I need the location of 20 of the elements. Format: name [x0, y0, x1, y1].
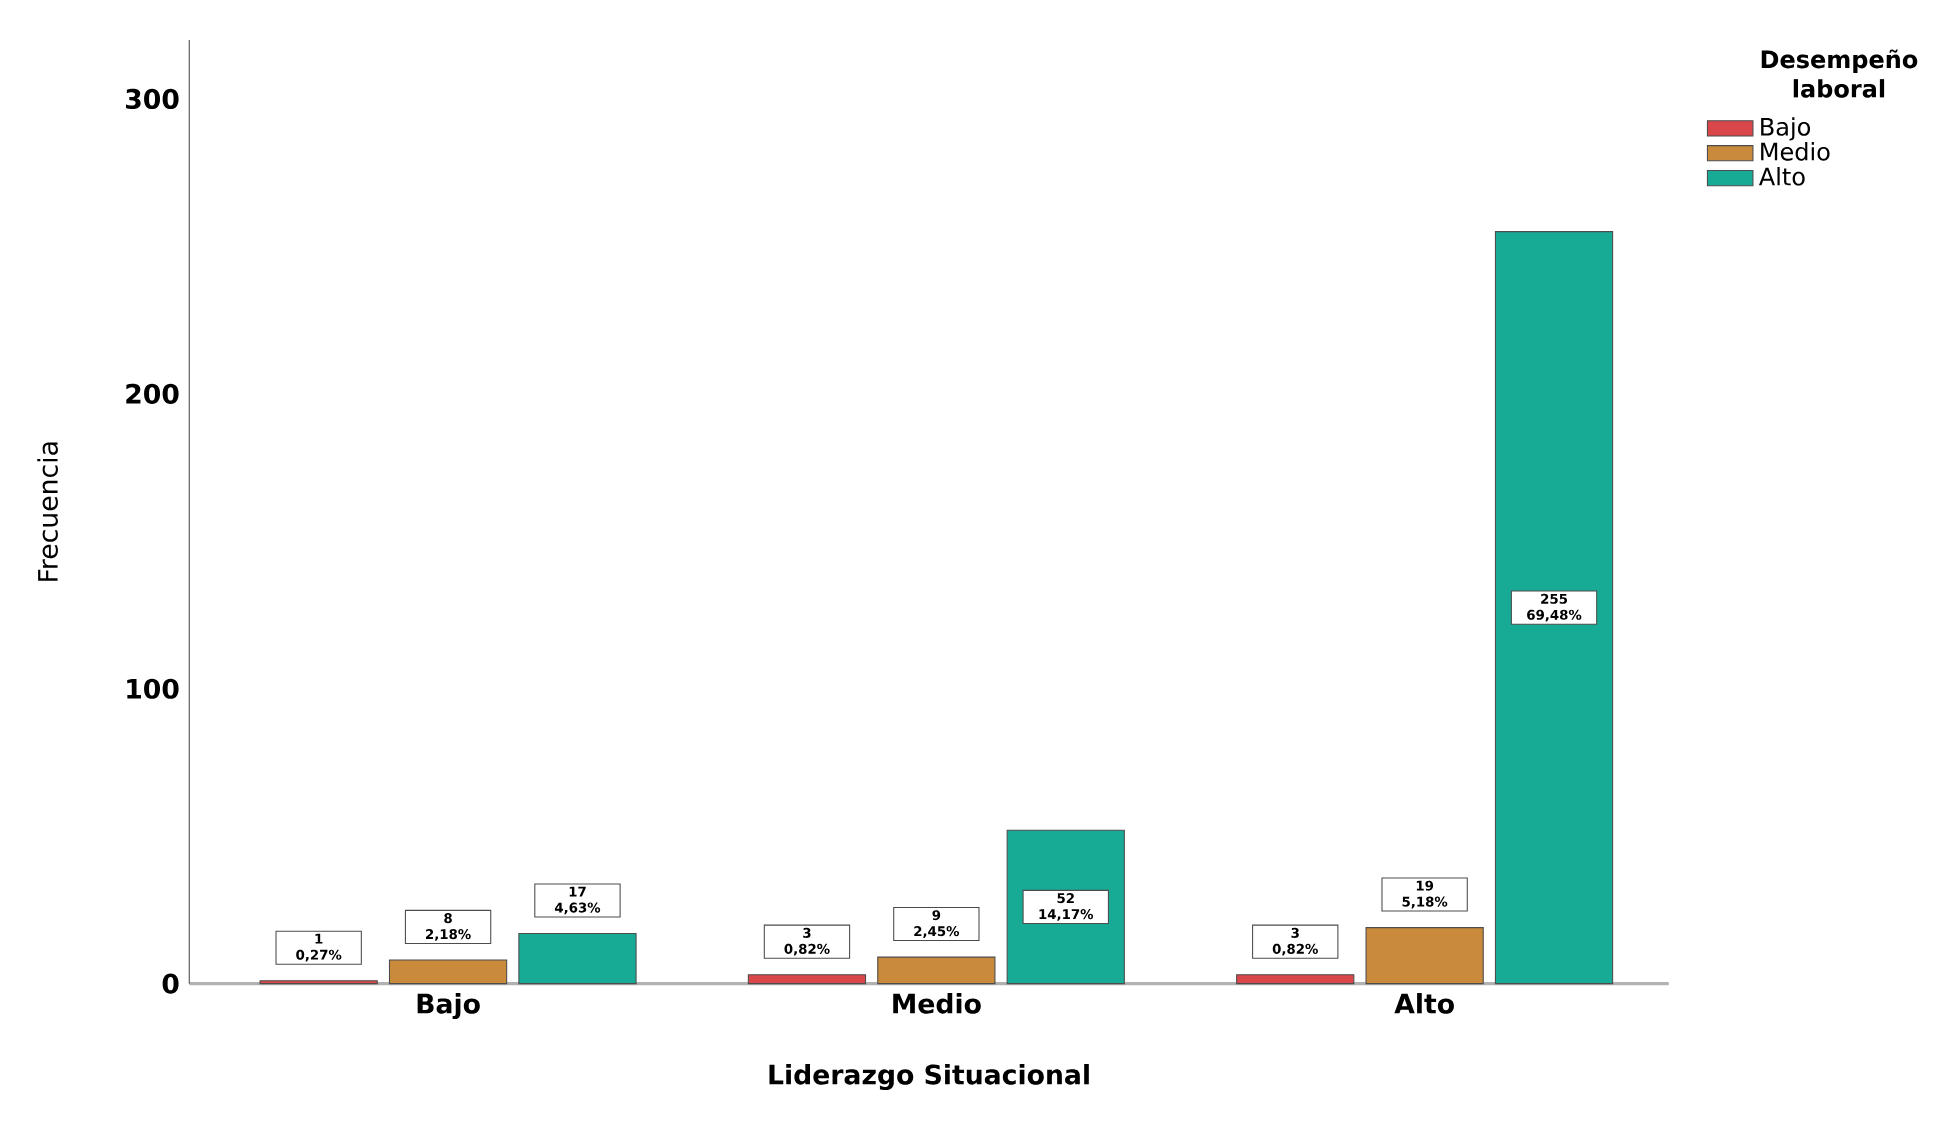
bar: [1365, 926, 1484, 985]
bar: [388, 959, 508, 985]
y-tick-label: 300: [126, 88, 179, 109]
legend-label: Bajo: [1761, 117, 1811, 141]
legend-label: Medio: [1761, 141, 1830, 161]
legend-title: Desempeño laboral: [1761, 49, 1918, 98]
bar: [518, 932, 637, 985]
x-tick-label: Bajo: [417, 992, 480, 1019]
bar: [1236, 974, 1355, 985]
y-tick-label: 100: [127, 678, 179, 699]
y-axis-title: Frecuencia: [37, 442, 58, 581]
y-tick-label: 0: [162, 973, 179, 994]
x-tick-label: Alto: [1394, 992, 1454, 1014]
bar: [877, 956, 996, 985]
x-tick-label: Medio: [893, 992, 981, 1014]
y-tick-label: 200: [126, 383, 179, 404]
legend-label: Alto: [1758, 166, 1805, 186]
x-axis-title: Liderazgo Situacional: [769, 1063, 1089, 1090]
bar: [1494, 230, 1614, 985]
bar: [747, 974, 867, 985]
